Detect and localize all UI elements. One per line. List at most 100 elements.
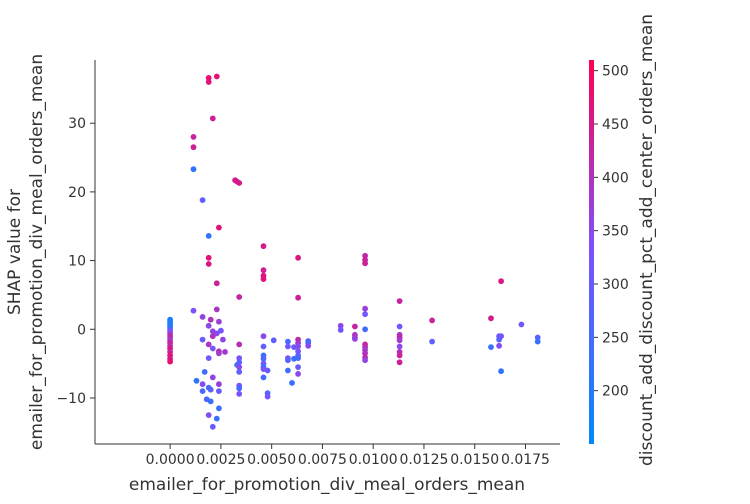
scatter-point <box>498 278 504 285</box>
scatter-point <box>498 368 504 375</box>
scatter-point <box>295 343 301 350</box>
scatter-point <box>236 364 243 370</box>
scatter-point <box>213 415 220 422</box>
scatter-point <box>213 280 220 287</box>
scatter-point <box>498 333 504 340</box>
x-tick-label: 0.0000 <box>146 452 195 468</box>
scatter-point <box>193 377 200 384</box>
scatter-point <box>305 342 312 349</box>
scatter-point <box>534 338 541 345</box>
scatter-point <box>216 318 222 325</box>
scatter-point <box>209 115 216 122</box>
scatter-point <box>285 357 291 364</box>
scatter-point <box>218 327 224 334</box>
scatter-point <box>199 381 206 388</box>
scatter-point <box>205 75 212 81</box>
colorbar-tick-label: 500 <box>602 64 629 80</box>
scatter-point <box>260 333 267 340</box>
scatter-point <box>201 369 208 375</box>
scatter-point <box>362 326 368 333</box>
scatter-point <box>285 343 291 350</box>
scatter-point <box>295 348 301 355</box>
scatter-point <box>167 358 174 365</box>
scatter-point <box>295 294 301 301</box>
colorbar-tick-label: 300 <box>602 277 629 293</box>
scatter-point <box>209 423 216 430</box>
colorbar-tick-label: 400 <box>602 170 629 186</box>
scatter-point <box>362 305 368 312</box>
scatter-point <box>207 316 214 323</box>
scatter-point <box>396 323 403 330</box>
scatter-point <box>209 345 216 352</box>
x-tick-label: 0.0125 <box>399 452 448 468</box>
scatter-point <box>285 367 291 374</box>
scatter-point <box>362 357 368 364</box>
x-tick-label: 0.0175 <box>501 452 550 468</box>
x-axis-label: emailer_for_promotion_div_meal_orders_me… <box>129 475 525 495</box>
scatter-point <box>352 336 358 342</box>
scatter-point <box>216 405 222 412</box>
colorbar <box>589 60 594 444</box>
scatter-point <box>209 374 216 381</box>
scatter-point <box>295 254 301 261</box>
x-axis-ticks: 0.0000 0.0025 0.0050 0.0075 0.0100 0.0125 0.01… <box>146 444 550 468</box>
scatter-point <box>496 342 502 349</box>
colorbar-tick-label: 350 <box>602 224 629 240</box>
scatter-point <box>205 79 212 85</box>
scatter-point <box>396 343 403 350</box>
colorbar-tick-label: 250 <box>602 330 629 346</box>
scatter-point <box>362 260 368 267</box>
scatter-point <box>362 350 368 357</box>
scatter-point <box>352 323 358 330</box>
scatter-point <box>220 336 226 343</box>
colorbar-ticks: 200 250 300 350 400 450 500 <box>594 64 629 400</box>
y-tick-label: 0 <box>77 322 86 338</box>
scatter-point <box>236 341 243 348</box>
colorbar-label: discount_add_discount_pct_add_center_ord… <box>637 14 657 466</box>
scatter-point <box>429 317 435 324</box>
scatter-point <box>270 337 277 344</box>
scatter-point <box>260 374 267 381</box>
y-axis-label-line-1: SHAP value for <box>5 189 25 315</box>
scatter-point <box>236 369 243 375</box>
scatter-point <box>216 350 222 357</box>
scatter-point <box>260 276 267 282</box>
scatter-point <box>199 197 206 204</box>
scatter-point <box>213 306 220 313</box>
scatter-point <box>216 381 222 388</box>
scatter-point <box>190 134 197 140</box>
scatter-point <box>205 355 212 361</box>
scatter-point <box>236 355 243 361</box>
scatter-point <box>205 254 212 261</box>
colorbar-tick-label: 200 <box>602 384 629 400</box>
scatter-point <box>190 166 197 173</box>
scatter-point <box>260 243 267 250</box>
scatter-point <box>260 355 267 362</box>
scatter-point <box>199 336 206 343</box>
scatter-point <box>518 321 525 328</box>
scatter-point <box>289 380 295 386</box>
scatter-point <box>337 322 344 329</box>
scatter-point <box>285 338 291 345</box>
scatter-point <box>205 341 212 348</box>
scatter-point <box>222 349 228 355</box>
scatter-point <box>213 330 220 337</box>
x-tick-label: 0.0025 <box>196 452 245 468</box>
scatter-point <box>236 294 243 300</box>
scatter-point <box>207 386 214 393</box>
scatter-point <box>488 315 494 322</box>
scatter-points <box>167 73 541 430</box>
y-tick-label: −10 <box>56 391 86 407</box>
scatter-point <box>295 371 301 377</box>
scatter-point <box>396 298 403 304</box>
scatter-point <box>396 359 403 366</box>
y-tick-label: 30 <box>68 116 86 132</box>
scatter-point <box>488 344 494 350</box>
scatter-point <box>396 337 403 344</box>
scatter-point <box>236 180 243 186</box>
y-axis-label-line-2: emailer_for_promotion_div_meal_orders_me… <box>27 54 47 450</box>
scatter-point <box>362 252 368 259</box>
y-tick-label: 10 <box>68 254 86 270</box>
scatter-point <box>264 367 271 374</box>
